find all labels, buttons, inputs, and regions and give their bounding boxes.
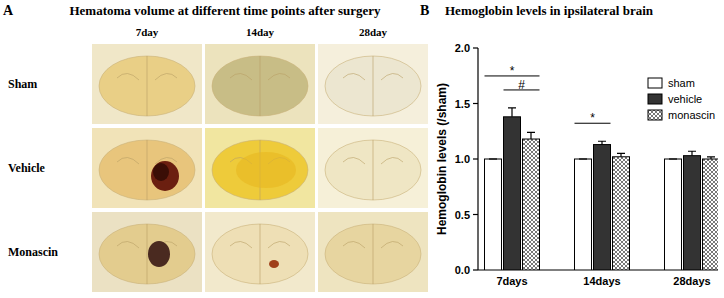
midline — [147, 56, 148, 116]
error-bar — [688, 151, 696, 155]
y-tick — [473, 158, 478, 159]
slice-photo — [205, 44, 315, 124]
slice-photo — [318, 44, 428, 124]
panel-label: B — [420, 3, 429, 18]
brain-slice — [325, 56, 421, 116]
y-tick-label: 1.5 — [455, 98, 470, 110]
midline — [260, 224, 261, 284]
brain-slice — [212, 56, 308, 116]
significance-mark: * — [590, 111, 595, 125]
legend-swatch — [648, 110, 662, 120]
bar — [485, 159, 502, 270]
bar — [504, 117, 521, 270]
brain-slice — [99, 224, 195, 284]
legend-label: vehicle — [668, 93, 702, 105]
slice-photo — [318, 128, 428, 208]
legend-swatch — [648, 78, 662, 88]
hematoma — [148, 241, 170, 267]
panel-label: A — [3, 3, 14, 18]
row-label: Sham — [8, 77, 37, 91]
bar — [575, 159, 592, 270]
legend-label: monascin — [668, 109, 715, 121]
ventricle — [343, 157, 403, 164]
bar — [594, 145, 611, 270]
chart-title: Hemoglobin levels in ipsilateral brain — [445, 3, 654, 18]
midline — [147, 140, 148, 200]
error-bar — [707, 157, 715, 159]
midline — [260, 56, 261, 116]
x-tick-label: 28days — [673, 275, 710, 287]
hematoma — [269, 260, 279, 268]
plot-area — [485, 108, 719, 270]
brain-slice — [325, 140, 421, 200]
ventricle — [117, 73, 177, 80]
bar — [613, 157, 630, 270]
brain-slice — [99, 56, 195, 116]
y-axis-label: Hemoglobin levels (/sham) — [435, 83, 449, 235]
y-tick-label: 1.0 — [455, 153, 470, 165]
slice-photo — [318, 212, 428, 292]
midline — [147, 224, 148, 284]
error-bar — [598, 141, 606, 144]
slice-photo — [92, 128, 202, 208]
midline — [373, 224, 374, 284]
brain-slice — [99, 140, 195, 200]
figure: A Hematoma volume at different time point… — [0, 0, 724, 298]
stain — [236, 152, 296, 188]
bar — [665, 159, 682, 270]
error-bar — [617, 153, 625, 156]
brain-slice — [325, 224, 421, 284]
legend-swatch — [648, 94, 662, 104]
error-bar — [579, 158, 587, 159]
ventricle — [230, 241, 290, 248]
slice-photo — [92, 44, 202, 124]
hematoma — [153, 163, 169, 181]
y-tick — [473, 103, 478, 104]
y-tick-label: 2.0 — [455, 42, 470, 54]
slice-photo — [205, 212, 315, 292]
y-tick — [473, 47, 478, 48]
significance-mark: # — [518, 78, 525, 92]
column-label: 28day — [359, 26, 388, 38]
slice-photo — [205, 128, 315, 208]
row-label: Vehicle — [8, 161, 46, 175]
bar — [684, 156, 701, 270]
y-tick — [473, 269, 478, 270]
error-bar — [669, 158, 677, 159]
error-bar — [489, 158, 497, 159]
x-tick-label: 14days — [583, 275, 620, 287]
midline — [373, 140, 374, 200]
ventricle — [343, 73, 403, 80]
bar — [523, 139, 540, 270]
error-bar — [508, 108, 516, 117]
x-tick-label: 7days — [496, 275, 527, 287]
ventricle — [230, 73, 290, 80]
error-bar — [527, 132, 535, 139]
column-label: 7day — [136, 26, 159, 38]
y-tick-label: 0.0 — [455, 264, 470, 276]
bar — [703, 159, 719, 270]
brain-slice — [212, 140, 308, 200]
y-tick — [473, 214, 478, 215]
row-label: Monascin — [8, 245, 58, 259]
hematoma — [151, 161, 179, 191]
ventricle — [343, 241, 403, 248]
legend-label: sham — [668, 77, 695, 89]
brain-slice — [212, 224, 308, 284]
panel-title: Hematoma volume at different time points… — [69, 3, 381, 18]
midline — [373, 56, 374, 116]
y-tick-label: 0.5 — [455, 209, 470, 221]
column-label: 14day — [246, 26, 275, 38]
significance-mark: * — [510, 64, 515, 78]
slice-photo — [92, 212, 202, 292]
